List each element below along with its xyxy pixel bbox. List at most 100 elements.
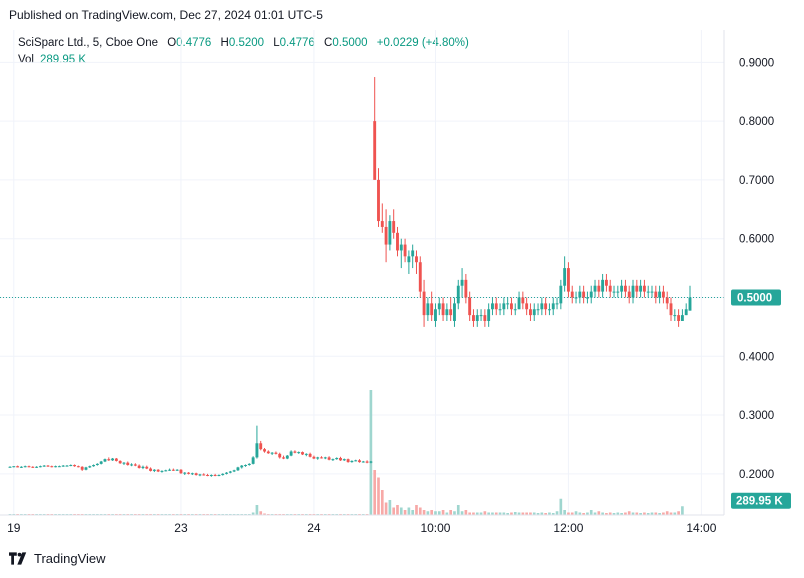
candle-body [673,315,677,317]
candle-body [266,451,270,454]
candle-body [339,457,342,461]
volume-bar [597,511,601,515]
candle-body [141,466,145,468]
volume-bar [677,511,680,515]
candle-body [270,452,274,454]
time-tick-label: 14:00 [686,521,716,535]
candle-body [559,285,563,304]
candle-body [642,285,646,292]
candle-body [126,462,130,466]
candle-body [639,285,643,292]
candle-body [251,457,255,464]
volume-bar [654,512,658,515]
volume-bar [510,512,513,515]
candle-body [46,465,50,467]
candle-body [171,469,175,471]
volume-bar [475,512,479,515]
candle-body [585,297,589,299]
candle-body [658,291,662,298]
volume-bar [643,512,646,515]
candle-body [61,465,65,467]
candle-body [255,443,259,458]
candle-body [597,285,601,292]
candle-body [244,465,247,467]
candle-body [403,244,407,257]
candle-body [680,315,684,321]
candle-body [274,452,278,454]
candle-body [646,291,650,293]
candle-body [278,453,282,458]
candle-body [190,473,194,475]
candle-body [415,256,418,263]
volume-bar [586,512,589,515]
candle-body [669,303,673,316]
price-tick-label: 0.3000 [739,410,774,422]
candle-body [380,221,384,227]
candle-body [12,466,16,468]
price-tick-label: 0.8000 [739,116,774,128]
candle-body [487,309,491,321]
candle-body [221,473,225,476]
candle-body [232,470,236,472]
candle-body [65,465,69,467]
candle-body [114,458,118,461]
volume-bar [422,510,426,515]
candle-body [441,303,445,316]
candle-body [187,472,190,474]
candle-body [247,463,251,466]
candle-body [323,457,327,459]
chart-grid [0,30,724,515]
candle-body [654,291,658,298]
candle-body [225,472,228,474]
volume-bar [608,512,612,515]
candle-body [566,268,570,292]
candle-body [475,315,479,321]
volume-bar [665,511,669,515]
volume-bar [517,512,521,515]
candle-body [8,466,12,468]
candle-body [133,464,137,466]
candle-body [263,449,266,452]
candle-body [369,461,373,463]
candle-body [42,465,46,467]
volume-bar [255,505,259,515]
time-tick-label: 19 [7,521,21,535]
volume-bar [407,507,411,515]
candle-body [156,469,160,472]
candle-body [175,469,179,471]
candle-body [54,466,58,468]
candle-body [84,467,88,470]
candle-body [430,303,434,316]
volume-bar [521,512,525,515]
published-caption: Published on TradingView.com, Dec 27, 20… [9,8,323,22]
price-axis[interactable]: 0.9000 0.8000 0.7000 0.6000 0.5000 0.4000 0.30… [739,57,774,481]
candle-body [536,309,540,311]
candle-body [361,461,365,463]
candle-body [293,451,297,453]
legend-ohlc-row: SciSparc Ltd., 5, Cboe One O0.4776 H0.52… [18,35,475,52]
volume-bar [468,512,471,515]
candle-body [202,474,206,476]
candle-body [483,315,487,321]
volume-bar [582,513,585,515]
legend-symbol[interactable]: SciSparc Ltd., 5, Cboe One [18,37,158,49]
candle-body [377,179,380,222]
candle-body [384,226,388,245]
volume-bar [506,513,509,515]
candle-body [502,303,506,310]
candle-body [574,297,578,299]
candle-body [494,303,498,310]
tradingview-footer[interactable]: TradingView [9,551,106,566]
tradingview-logo-icon [9,552,27,565]
candle-body [551,303,555,310]
legend-volume-row: Vol 289.95 K [18,52,475,69]
volume-bar [559,498,563,515]
volume-bar [540,512,544,515]
candle-body [418,262,422,292]
legend-high-label: H [220,37,229,49]
volume-bar [392,507,396,515]
candle-body [525,303,529,310]
volume-bar [483,511,487,515]
